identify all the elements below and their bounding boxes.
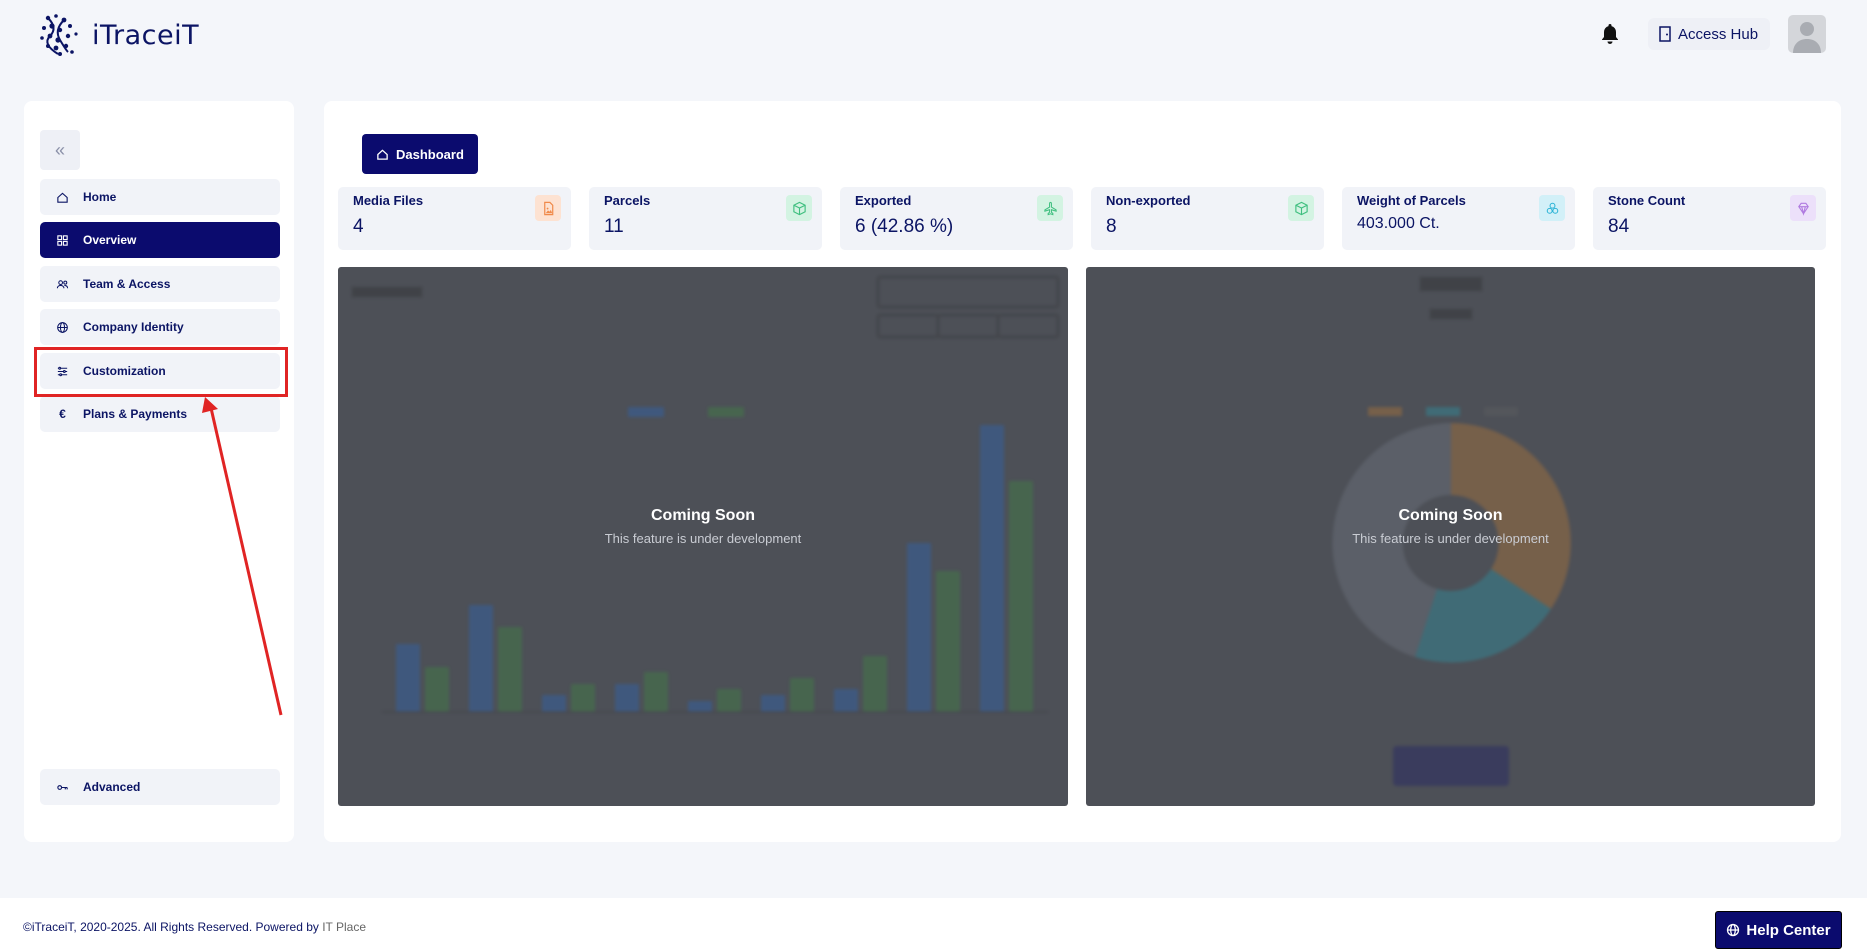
stat-title: Exported — [855, 193, 912, 208]
users-icon — [56, 279, 69, 288]
plane-icon — [1037, 195, 1063, 221]
file-image-icon — [535, 195, 561, 221]
stat-title: Weight of Parcels — [1357, 193, 1466, 208]
sidebar-item-home[interactable]: Home — [40, 179, 280, 215]
sidebar-item-label: Team & Access — [83, 277, 171, 291]
stat-title: Media Files — [353, 193, 424, 208]
logo-mark-icon — [40, 14, 78, 56]
user-silhouette-icon — [1793, 22, 1821, 53]
help-center-button[interactable]: Help Center — [1715, 911, 1842, 949]
access-hub-button[interactable]: Access Hub — [1648, 18, 1771, 50]
sidebar-item-team-access[interactable]: Team & Access — [40, 266, 280, 302]
tab-dashboard[interactable]: Dashboard — [362, 134, 478, 174]
door-icon — [1659, 26, 1671, 42]
coming-soon-subtitle: This feature is under development — [1352, 531, 1549, 546]
stat-card-parcels: Parcels 11 — [589, 187, 822, 250]
stat-card-non-exported: Non-exported 8 — [1091, 187, 1324, 250]
home-icon — [377, 148, 388, 160]
stat-title: Parcels — [604, 193, 651, 208]
coming-soon-message: Coming Soon This feature is under develo… — [1086, 507, 1815, 546]
sidebar-item-label: Home — [83, 190, 117, 204]
sidebar-item-label: Overview — [83, 233, 137, 247]
grid-icon — [57, 234, 68, 246]
globe-icon — [57, 321, 68, 333]
sidebar-item-label: Company Identity — [83, 320, 184, 334]
powered-by-link[interactable]: IT Place — [322, 920, 367, 934]
coming-soon-panel-storage: Coming Soon This feature is under develo… — [1086, 267, 1815, 806]
sidebar-item-customization[interactable]: Customization — [40, 353, 280, 389]
diamonds-icon — [1539, 195, 1565, 221]
highlight-annotation-box — [34, 347, 288, 397]
globe-icon — [1727, 923, 1740, 937]
stat-value: 8 — [1106, 216, 1117, 237]
coming-soon-title: Coming Soon — [651, 507, 755, 524]
sidebar-item-overview[interactable]: Overview — [40, 222, 280, 258]
key-icon — [57, 784, 68, 790]
gem-icon — [1790, 195, 1816, 221]
coming-soon-message: Coming Soon This feature is under develo… — [338, 507, 1068, 546]
access-hub-label: Access Hub — [1678, 25, 1759, 43]
sidebar-item-label: Customization — [83, 364, 166, 378]
sidebar: « Home Overview Team & Access Company Id… — [24, 101, 294, 842]
stat-title: Non-exported — [1106, 193, 1191, 208]
stat-card-media-files: Media Files 4 — [338, 187, 571, 250]
stat-value: 403.000 Ct. — [1357, 215, 1440, 232]
box-icon — [1288, 195, 1314, 221]
stat-value: 11 — [604, 216, 624, 237]
stat-card-stone-count: Stone Count 84 — [1593, 187, 1826, 250]
sidebar-item-label: Plans & Payments — [83, 407, 188, 421]
coming-soon-title: Coming Soon — [1398, 507, 1503, 524]
stat-value: 84 — [1608, 216, 1630, 237]
sidebar-item-advanced[interactable]: Advanced — [40, 769, 280, 805]
copyright-text: ©iTraceiT, 2020-2025. All Rights Reserve… — [23, 920, 366, 934]
stat-value: 4 — [353, 216, 364, 237]
double-chevron-left-icon: « — [54, 139, 65, 160]
sidebar-item-plans-payments[interactable]: € Plans & Payments — [40, 396, 280, 432]
blurred-bar-chart-preview — [352, 276, 1059, 713]
home-icon — [57, 192, 68, 203]
copyright-label: ©iTraceiT, 2020-2025. All Rights Reserve… — [23, 920, 319, 934]
brand-logo[interactable]: iTraceiT — [38, 12, 199, 58]
box-icon — [786, 195, 812, 221]
user-avatar[interactable] — [1788, 15, 1826, 53]
collapse-sidebar-button[interactable]: « — [40, 130, 80, 170]
stat-value: 6 (42.86 %) — [855, 216, 954, 237]
stat-card-exported: Exported 6 (42.86 %) — [840, 187, 1073, 250]
coming-soon-subtitle: This feature is under development — [604, 531, 802, 546]
main-content: Dashboard Media Files 4 Parcels 11 Expor… — [324, 101, 1841, 842]
euro-icon: € — [59, 407, 66, 421]
help-center-label: Help Center — [1746, 921, 1831, 939]
coming-soon-panel-chart: Coming Soon This feature is under develo… — [338, 267, 1068, 806]
notification-bell-icon[interactable] — [1598, 22, 1622, 46]
blurred-donut-chart-preview — [1332, 277, 1571, 786]
sliders-icon — [57, 366, 68, 376]
stat-title: Stone Count — [1608, 193, 1686, 208]
tab-label: Dashboard — [396, 146, 464, 162]
sidebar-item-label: Advanced — [83, 780, 141, 794]
footer — [0, 898, 1867, 951]
brand-name: iTraceiT — [92, 19, 200, 51]
sidebar-item-company-identity[interactable]: Company Identity — [40, 309, 280, 345]
stat-card-weight-of-parcels: Weight of Parcels 403.000 Ct. — [1342, 187, 1575, 250]
